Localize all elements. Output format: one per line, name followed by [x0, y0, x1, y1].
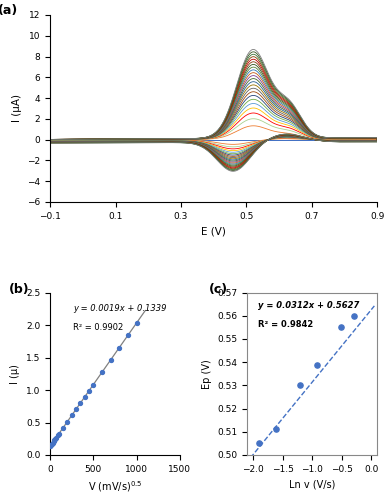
Point: [73, 406, 79, 413]
Text: (a): (a): [0, 4, 18, 17]
Point: [82, 393, 88, 401]
Point: [134, 319, 140, 327]
Point: [51, 436, 57, 444]
Point: [60, 424, 66, 432]
Point: [77, 399, 84, 407]
Point: [47, 442, 54, 450]
Point: [107, 356, 114, 364]
Y-axis label: I (μA): I (μA): [12, 94, 22, 122]
Text: y = 0.0019x + 0.1339: y = 0.0019x + 0.1339: [74, 304, 167, 313]
Text: R² = 0.9902: R² = 0.9902: [74, 324, 124, 332]
Point: [125, 331, 131, 339]
Point: [48, 441, 54, 449]
Y-axis label: Ep (V): Ep (V): [202, 359, 212, 388]
Point: [86, 387, 92, 395]
Point: [47, 442, 53, 450]
Text: (c): (c): [209, 283, 228, 296]
Point: [55, 431, 61, 439]
Point: [314, 360, 320, 368]
X-axis label: Ln v (V/s): Ln v (V/s): [289, 480, 336, 490]
Text: R² = 0.9842: R² = 0.9842: [258, 320, 313, 329]
Point: [53, 434, 59, 442]
Text: y = 0.0312x + 0.5627: y = 0.0312x + 0.5627: [258, 300, 359, 310]
Point: [99, 368, 105, 376]
Point: [116, 344, 122, 351]
Point: [50, 438, 57, 446]
X-axis label: V (mV/s)$^{0.5}$: V (mV/s)$^{0.5}$: [88, 480, 142, 494]
Point: [297, 382, 303, 390]
Y-axis label: I (μ): I (μ): [10, 364, 20, 384]
Text: (b): (b): [8, 283, 29, 296]
X-axis label: E (V): E (V): [201, 226, 226, 236]
Point: [90, 380, 96, 388]
Point: [338, 324, 344, 332]
Point: [55, 430, 62, 438]
Point: [49, 440, 55, 448]
Point: [273, 426, 280, 434]
Point: [352, 312, 358, 320]
Point: [50, 438, 56, 446]
Point: [69, 412, 75, 420]
Point: [64, 418, 70, 426]
Point: [52, 435, 58, 443]
Point: [256, 440, 263, 448]
